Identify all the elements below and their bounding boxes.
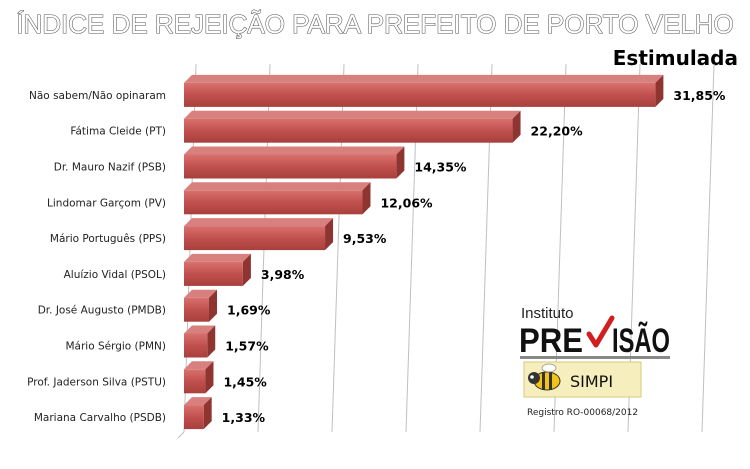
bar-front (184, 333, 208, 358)
bar-top (184, 397, 212, 406)
category-label: Prof. Jaderson Silva (PSTU) (27, 376, 166, 388)
category-label: Mário Sérgio (PMN) (65, 341, 166, 353)
category-label: Dr. Mauro Nazif (PSB) (54, 162, 166, 174)
bar (184, 182, 371, 215)
bar-front (184, 118, 513, 143)
bar-top (184, 289, 218, 298)
grid-line (701, 63, 715, 433)
value-label: 1,33% (222, 410, 266, 425)
value-label: 3,98% (261, 267, 305, 282)
bar-top (184, 325, 216, 334)
bar (184, 110, 521, 143)
value-labels: 31,85% 22,20% 14,35% 12,06% 9,53% 3,98% 1,69% 1… (222, 88, 726, 425)
value-label: 1,69% (227, 303, 271, 318)
value-label: 1,45% (223, 374, 267, 389)
category-label: Lindomar Garçom (PV) (47, 197, 166, 209)
bar-top (184, 146, 405, 155)
category-label: Aluízio Vidal (PSOL) (64, 269, 166, 281)
category-label: Dr. José Augusto (PMDB) (38, 305, 166, 317)
bar-end (396, 146, 405, 179)
bar-end (203, 397, 212, 430)
bar (184, 218, 334, 251)
value-label: 9,53% (343, 231, 387, 246)
bar (184, 289, 218, 322)
bar (184, 397, 212, 430)
simpi-text: SIMPI (570, 372, 613, 391)
value-label: 14,35% (414, 160, 467, 175)
bar (184, 325, 216, 358)
chart-subtitle: Estimulada (613, 46, 738, 70)
bar-end (209, 289, 218, 322)
value-label: 31,85% (673, 88, 726, 103)
bar-front (184, 154, 397, 179)
bar (184, 74, 664, 107)
check-mark-icon (586, 315, 615, 348)
bar-top (184, 253, 251, 262)
bar-end (242, 253, 251, 286)
bar-top (184, 361, 214, 370)
axis-foot (177, 431, 185, 439)
registro-text: Registro RO-00068/2012 (527, 408, 638, 418)
bar-end (512, 110, 521, 143)
bar (184, 253, 251, 286)
bar-top (184, 218, 334, 227)
bar-top (184, 182, 371, 191)
bar-front (184, 297, 210, 322)
bar-front (184, 369, 206, 394)
logo-previsao-left: PRE (519, 322, 583, 360)
bar-end (362, 182, 371, 215)
institute-logo: Instituto PRE ISÃO SIMPI Registro RO-000… (519, 305, 670, 418)
logo-instituto-text: Instituto (521, 305, 574, 322)
bar-front (184, 82, 656, 107)
bar-top (184, 74, 664, 83)
bar-end (207, 325, 216, 358)
bar (184, 361, 214, 394)
bar-front (184, 226, 326, 251)
value-label: 1,57% (225, 339, 269, 354)
bar-end (325, 218, 334, 251)
bee-icon (528, 363, 561, 391)
category-label: Não sabem/Não opinaram (29, 90, 166, 102)
category-label: Mariana Carvalho (PSDB) (34, 412, 166, 424)
bar-front (184, 261, 243, 286)
bar-front (184, 190, 363, 215)
bar-end (655, 74, 664, 107)
bars (184, 74, 664, 430)
bar-top (184, 110, 521, 119)
category-label: Mário Português (PPS) (50, 233, 166, 245)
category-label: Fátima Cleide (PT) (70, 126, 166, 138)
bar (184, 146, 405, 179)
bar-end (205, 361, 214, 394)
value-label: 12,06% (380, 195, 433, 210)
category-labels: Não sabem/Não opinaram Fátima Cleide (PT)… (27, 90, 166, 424)
logo-previsao-right: ISÃO (612, 322, 670, 360)
bar-front (184, 405, 204, 430)
logo-underline (520, 356, 670, 359)
chart-title: ÍNDICE DE REJEIÇÃO PARA PREFEITO DE PORT… (16, 9, 734, 39)
value-label: 22,20% (531, 124, 584, 139)
